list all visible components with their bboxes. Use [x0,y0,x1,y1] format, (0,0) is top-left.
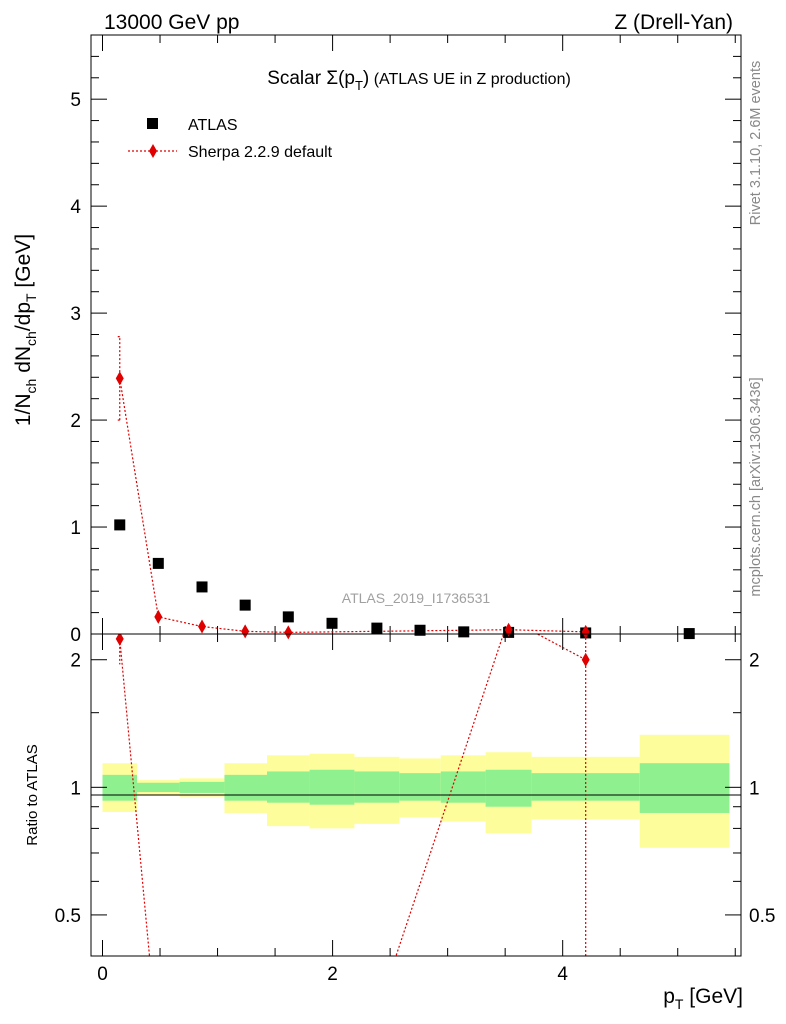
atlas-point [114,519,126,531]
sherpa-point [581,624,590,639]
green-band-bin [102,774,138,801]
legend-sherpa-label: Sherpa 2.2.9 default [188,144,333,161]
bottom-plot-frame [90,633,742,957]
sherpa-point [115,371,124,386]
atlas-point [371,622,383,634]
ratio-y-tick-label-right: 2 [749,651,760,672]
atlas-point [152,557,164,569]
legend-sherpa-marker [149,144,157,158]
atlas-point [326,617,338,629]
x-tick-label: 4 [557,964,568,985]
top-y-tick-label: 2 [70,411,81,432]
ratio-sherpa-line [395,634,586,956]
uncertainty-bands [102,734,730,848]
ratio-sherpa-point [581,652,590,667]
rivet-label: Rivet 3.1.10, 2.6M events [748,61,764,225]
green-band-bin [309,769,355,805]
ratio-y-tick-label: 1 [70,778,81,799]
green-band-bin [440,771,486,803]
legend: ATLAS Sherpa 2.2.9 default [128,117,333,161]
green-band-bin [224,774,268,801]
header-left: 13000 GeV pp [104,11,239,34]
top-y-tick-label: 0 [70,625,81,646]
sherpa-point [504,622,513,637]
ratio-y-tick-label-right: 1 [749,778,760,799]
sherpa-point [284,625,293,640]
sherpa-point [154,609,163,624]
top-y-tick-label: 1 [70,518,81,539]
analysis-watermark: ATLAS_2019_I1736531 [342,590,491,606]
ratio-y-tick-label: 2 [70,651,81,672]
ratio-plot-panel: 0.5 0.5 1 1 2 2 0 2 4 Ratio to ATLAS pT [GeV] [24,633,776,1012]
top-axis-ticks [91,34,741,635]
ratio-y-tick-label-right: 0.5 [749,906,775,927]
bottom-y-tick-labels: 0.5 0.5 1 1 2 2 [55,651,776,927]
green-band-bin [137,782,180,792]
bottom-x-tick-labels: 0 2 4 [97,964,568,985]
ratio-series-group [115,634,590,956]
ratio-sherpa-point [115,634,124,646]
top-y-tick-label: 4 [70,197,81,218]
green-band-bin [485,769,532,807]
sherpa-point [198,619,207,634]
x-tick-label: 2 [327,964,338,985]
atlas-point [282,611,294,623]
ratio-sherpa-line [119,638,151,956]
top-y-tick-label: 3 [70,304,81,325]
header-right: Z (Drell-Yan) [614,11,733,34]
bottom-axis-ticks [91,634,741,956]
legend-atlas-marker [147,118,158,129]
atlas-point [239,599,251,611]
green-band-bin [639,763,730,813]
x-tick-label: 0 [97,964,108,985]
ratio-y-axis-label: Ratio to ATLAS [24,744,41,845]
mcplots-label: mcplots.cern.ch [arXiv:1306.3436] [748,377,764,596]
green-band-bin [267,771,310,803]
plot-title: Scalar Σ(pT) (ATLAS UE in Z production) [267,68,571,93]
top-y-axis-label: 1/Nch dNch/dpT [GeV] [12,234,39,426]
green-band-bin [354,771,400,803]
main-plot-panel: 0 1 2 3 4 5 Scalar Σ(pT) (ATLAS UE in Z produ… [12,34,742,646]
atlas-point [414,624,426,636]
atlas-point [458,626,470,638]
green-band-bin [179,781,225,793]
green-band-bin [399,773,441,801]
top-y-tick-labels: 0 1 2 3 4 5 [70,90,81,646]
ratio-y-tick-label: 0.5 [55,906,81,927]
atlas-point [196,581,208,593]
sherpa-point [241,624,250,639]
legend-atlas-label: ATLAS [188,117,238,134]
top-y-tick-label: 5 [70,90,81,111]
x-axis-label: pT [GeV] [663,985,743,1012]
